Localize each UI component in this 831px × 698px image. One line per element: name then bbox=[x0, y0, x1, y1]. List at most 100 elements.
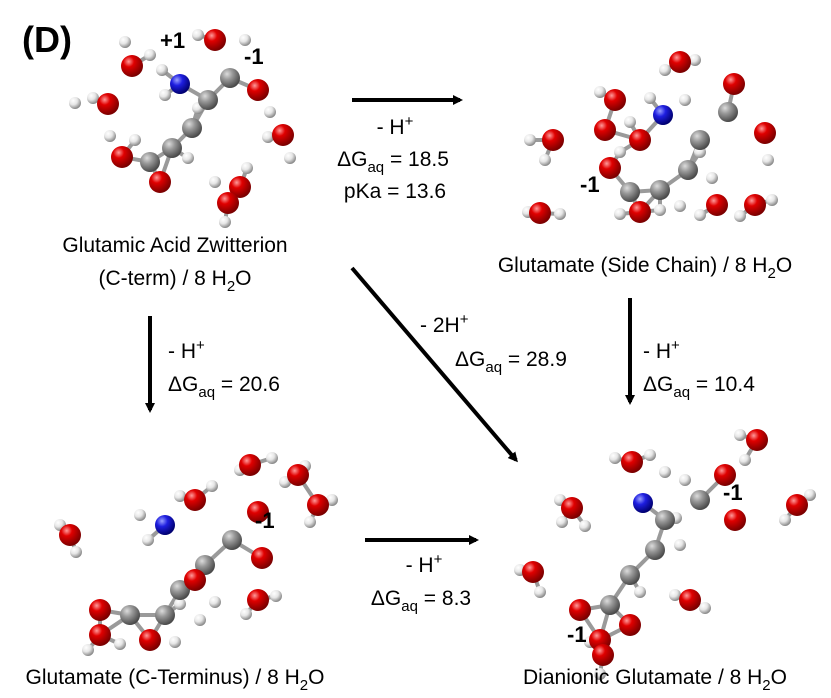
atom bbox=[724, 509, 746, 531]
label-line: - H+ bbox=[168, 337, 205, 363]
atom bbox=[307, 494, 329, 516]
atom bbox=[718, 102, 738, 122]
text-part: - H bbox=[168, 340, 196, 363]
atom bbox=[600, 595, 620, 615]
label-line: ΔGaq = 28.9 bbox=[455, 348, 567, 376]
figure: (D) Glutamic Acid Zwitterion(C-term) / 8… bbox=[0, 0, 831, 698]
atom bbox=[149, 171, 171, 193]
text-part: 2 bbox=[227, 278, 235, 295]
atom bbox=[579, 520, 591, 532]
atom bbox=[594, 86, 606, 98]
atom bbox=[240, 608, 252, 620]
text-part: Dianionic Glutamate / 8 H bbox=[523, 666, 762, 689]
atom bbox=[645, 540, 665, 560]
atom bbox=[679, 589, 701, 611]
text-part: aq bbox=[367, 159, 384, 176]
atom bbox=[594, 119, 616, 141]
atom bbox=[754, 122, 776, 144]
atom bbox=[144, 49, 156, 61]
label-line: - H+ bbox=[406, 551, 443, 577]
atom bbox=[762, 154, 774, 166]
atom bbox=[264, 106, 276, 118]
atom bbox=[679, 94, 691, 106]
atom bbox=[155, 515, 175, 535]
atom bbox=[699, 602, 711, 614]
atom bbox=[97, 93, 119, 115]
atom bbox=[304, 516, 316, 528]
atom bbox=[561, 497, 583, 519]
text-part: O bbox=[235, 267, 251, 290]
text-part: + bbox=[434, 551, 443, 568]
text-part: + bbox=[405, 113, 414, 130]
atom bbox=[669, 51, 691, 73]
atom bbox=[690, 490, 710, 510]
atom bbox=[659, 64, 671, 76]
atom bbox=[654, 204, 666, 216]
text-part: = 10.4 bbox=[690, 373, 755, 396]
text-part: + bbox=[460, 311, 469, 328]
atom bbox=[619, 614, 641, 636]
atom bbox=[59, 524, 81, 546]
atom bbox=[70, 546, 82, 558]
atom bbox=[239, 454, 261, 476]
atom bbox=[222, 530, 242, 550]
atom bbox=[592, 644, 614, 666]
label-line: ΔGaq = 10.4 bbox=[643, 373, 755, 401]
atom bbox=[659, 466, 671, 478]
text-part: ΔG bbox=[337, 148, 367, 171]
atom bbox=[266, 452, 278, 464]
atom bbox=[198, 90, 218, 110]
atom bbox=[620, 182, 640, 202]
label-line: - H+ bbox=[643, 337, 680, 363]
atom bbox=[119, 36, 131, 48]
atom bbox=[604, 89, 626, 111]
atom bbox=[104, 130, 116, 142]
atom bbox=[779, 514, 791, 526]
text-part: aq bbox=[673, 384, 690, 401]
atom bbox=[599, 157, 621, 179]
text-part: = 20.6 bbox=[215, 373, 280, 396]
label-line: - H+ bbox=[377, 113, 414, 139]
atom bbox=[156, 64, 168, 76]
atom bbox=[620, 565, 640, 585]
text-part: - H bbox=[643, 340, 671, 363]
text-part: 2 bbox=[300, 677, 308, 694]
atom bbox=[170, 74, 190, 94]
text-part: Glutamate (C-Terminus) / 8 H bbox=[26, 666, 300, 689]
text-part: + bbox=[671, 337, 680, 354]
label-line: pKa = 13.6 bbox=[344, 180, 446, 203]
text-part: = 8.3 bbox=[418, 587, 471, 610]
atom bbox=[121, 55, 143, 77]
atom bbox=[633, 493, 653, 513]
text-part: Glutamic Acid Zwitterion bbox=[62, 234, 287, 257]
atom bbox=[182, 152, 194, 164]
text-part: - 2H bbox=[420, 314, 460, 337]
atom bbox=[220, 68, 240, 88]
atom bbox=[247, 79, 269, 101]
atom bbox=[629, 201, 651, 223]
atom bbox=[624, 116, 636, 128]
text-part: Glutamate (Side Chain) / 8 H bbox=[498, 254, 768, 277]
atom bbox=[206, 480, 218, 492]
atom bbox=[539, 154, 551, 166]
atom bbox=[209, 176, 221, 188]
text-part: O bbox=[771, 666, 787, 689]
atom bbox=[82, 644, 94, 656]
atom bbox=[184, 569, 206, 591]
atom bbox=[786, 494, 808, 516]
label-line: ΔGaq = 18.5 bbox=[337, 148, 449, 176]
atom bbox=[140, 152, 160, 172]
text-part: = 28.9 bbox=[502, 348, 567, 371]
atom bbox=[69, 97, 81, 109]
atom bbox=[192, 29, 204, 41]
atom bbox=[270, 590, 282, 602]
text-part: = 18.5 bbox=[384, 148, 449, 171]
atom bbox=[159, 89, 171, 101]
atom bbox=[209, 596, 221, 608]
atom bbox=[522, 561, 544, 583]
atom bbox=[287, 464, 309, 486]
charge: -1 bbox=[723, 480, 743, 505]
text-part: aq bbox=[198, 384, 215, 401]
atom bbox=[739, 454, 751, 466]
charge: -1 bbox=[244, 44, 264, 69]
